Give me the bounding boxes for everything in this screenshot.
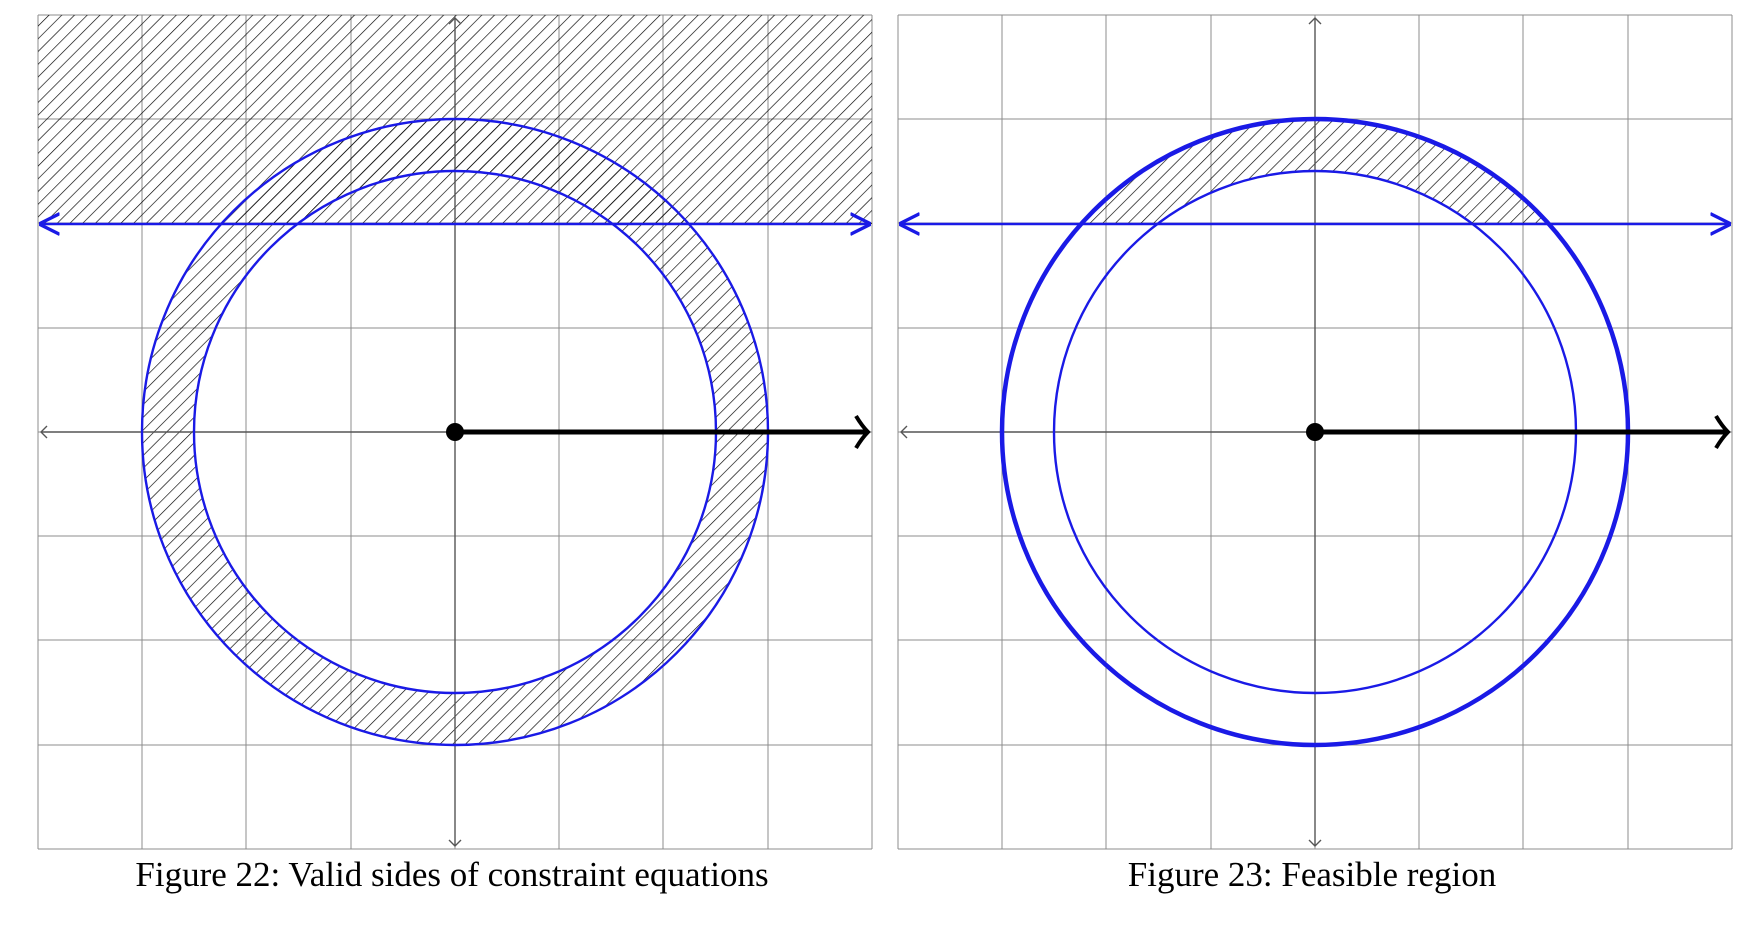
figure-caption: Figure 22: Valid sides of constraint equ… [135, 855, 769, 894]
figure-23: Figure 23: Feasible region [880, 0, 1760, 932]
vector [446, 414, 871, 450]
figure-22-plot [37, 14, 873, 850]
origin-point [446, 423, 464, 441]
vector [1306, 414, 1731, 450]
origin-point [1306, 423, 1324, 441]
figure-caption: Figure 23: Feasible region [1127, 855, 1497, 894]
figure-22: Figure 22: Valid sides of constraint equ… [37, 14, 873, 894]
figure-23-plot [897, 14, 1733, 850]
